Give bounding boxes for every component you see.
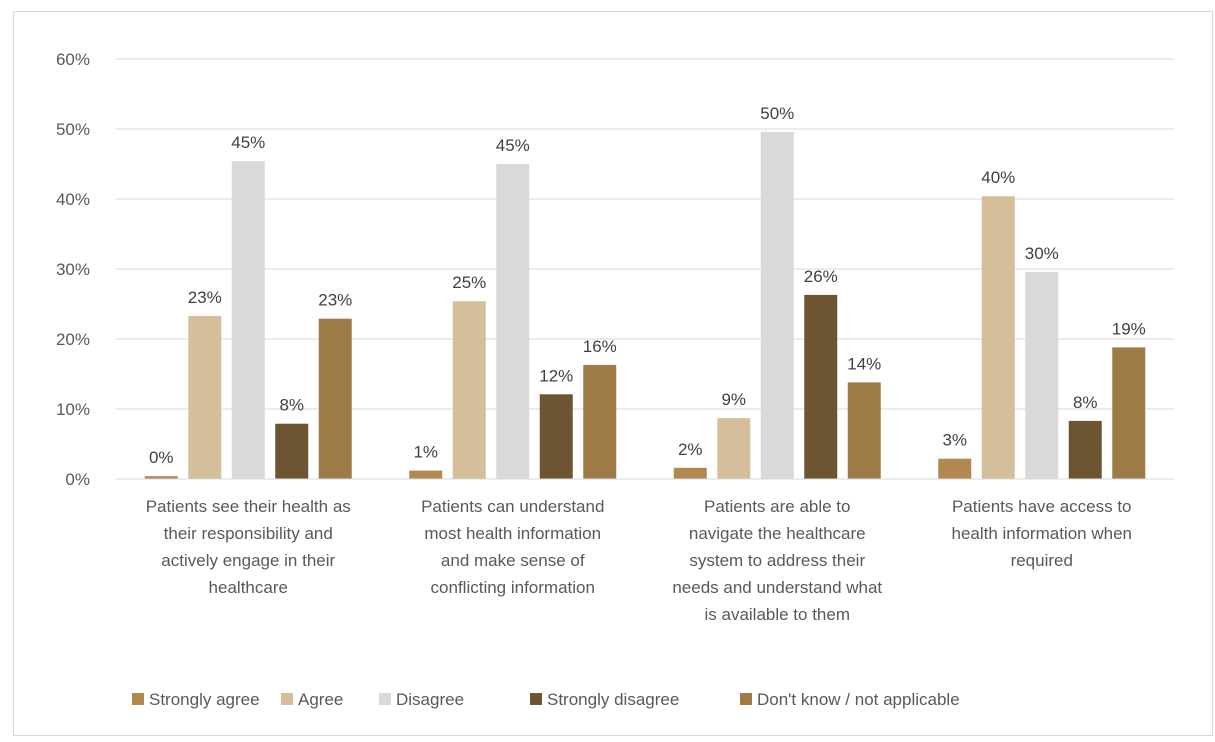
data-label: 50%	[760, 104, 794, 123]
bar	[188, 315, 222, 479]
y-tick-label: 40%	[56, 190, 90, 209]
data-label: 8%	[279, 396, 304, 415]
x-axis: Patients see their health as their respon…	[116, 478, 1174, 624]
x-category-label: Patients can understand	[421, 497, 604, 516]
data-label: 45%	[496, 136, 530, 155]
data-label: 23%	[318, 291, 352, 310]
legend-swatch	[530, 693, 542, 705]
x-category-label: health information when	[951, 524, 1132, 543]
x-category-label: conflicting information	[431, 578, 595, 597]
gridlines	[116, 58, 1174, 480]
data-label: 45%	[231, 133, 265, 152]
x-category-label: system to address their	[689, 551, 865, 570]
data-label: 40%	[981, 168, 1015, 187]
legend-swatch	[740, 693, 752, 705]
y-tick-label: 10%	[56, 400, 90, 419]
legend-label: Strongly disagree	[547, 690, 679, 709]
data-label: 3%	[942, 431, 967, 450]
bar	[583, 364, 617, 479]
data-label: 2%	[678, 440, 703, 459]
bar	[673, 467, 707, 479]
bar	[318, 318, 352, 479]
y-tick-label: 0%	[65, 470, 90, 489]
x-category-label: actively engage in their	[161, 551, 335, 570]
x-category-label: most health information	[424, 524, 601, 543]
bar	[144, 476, 178, 479]
x-category-label: required	[1011, 551, 1073, 570]
data-label: 14%	[847, 354, 881, 373]
chart-frame: 0% 10% 20% 30% 40% 50% 60% 0% 23% 45% 8% 23% 1% 25% 4…	[13, 11, 1213, 736]
data-label: 0%	[149, 448, 174, 467]
data-label: 23%	[188, 288, 222, 307]
bar	[760, 131, 794, 480]
bar	[1068, 420, 1102, 479]
bar	[938, 458, 972, 479]
legend: Strongly agree Agree Disagree Strongly disa…	[132, 690, 960, 709]
bar	[981, 196, 1015, 479]
x-category-label: Patients have access to	[952, 497, 1132, 516]
data-label: 25%	[452, 273, 486, 292]
bar	[409, 470, 443, 479]
x-category-label: needs and understand what	[672, 578, 882, 597]
data-label: 26%	[804, 267, 838, 286]
x-category-label: Patients are able to	[704, 497, 850, 516]
legend-label: Disagree	[396, 690, 464, 709]
bar	[1112, 347, 1146, 479]
legend-label: Don't know / not applicable	[757, 690, 960, 709]
data-label: 19%	[1112, 319, 1146, 338]
x-category-label: is available to them	[704, 605, 850, 624]
data-label: 12%	[539, 366, 573, 385]
legend-swatch	[281, 693, 293, 705]
bar	[231, 161, 265, 479]
x-category-label: navigate the healthcare	[689, 524, 866, 543]
data-label: 16%	[583, 337, 617, 356]
bar	[717, 418, 751, 479]
bar	[496, 164, 530, 479]
data-labels: 0% 23% 45% 8% 23% 1% 25% 45% 12% 16% 2% 9% 50% 26% 14%…	[149, 104, 1146, 467]
legend-label: Strongly agree	[149, 690, 260, 709]
bar	[275, 423, 309, 479]
legend-label: Agree	[298, 690, 343, 709]
bar	[1025, 271, 1059, 479]
bars	[144, 131, 1146, 480]
x-category-label: healthcare	[209, 578, 288, 597]
y-axis: 0% 10% 20% 30% 40% 50% 60%	[56, 50, 90, 489]
bar	[452, 301, 486, 479]
x-category-label: Patients see their health as	[146, 497, 351, 516]
y-tick-label: 50%	[56, 120, 90, 139]
legend-swatch	[132, 693, 144, 705]
data-label: 1%	[413, 443, 438, 462]
data-label: 9%	[721, 390, 746, 409]
x-category-label: their responsibility and	[164, 524, 333, 543]
y-tick-label: 20%	[56, 330, 90, 349]
bar	[539, 394, 573, 479]
y-tick-label: 30%	[56, 260, 90, 279]
bar	[804, 294, 838, 479]
legend-swatch	[379, 693, 391, 705]
y-tick-label: 60%	[56, 50, 90, 69]
bar-chart: 0% 10% 20% 30% 40% 50% 60% 0% 23% 45% 8% 23% 1% 25% 4…	[56, 50, 1174, 709]
data-label: 30%	[1025, 244, 1059, 263]
x-category-label: and make sense of	[441, 551, 585, 570]
bar	[847, 382, 881, 479]
data-label: 8%	[1073, 393, 1098, 412]
